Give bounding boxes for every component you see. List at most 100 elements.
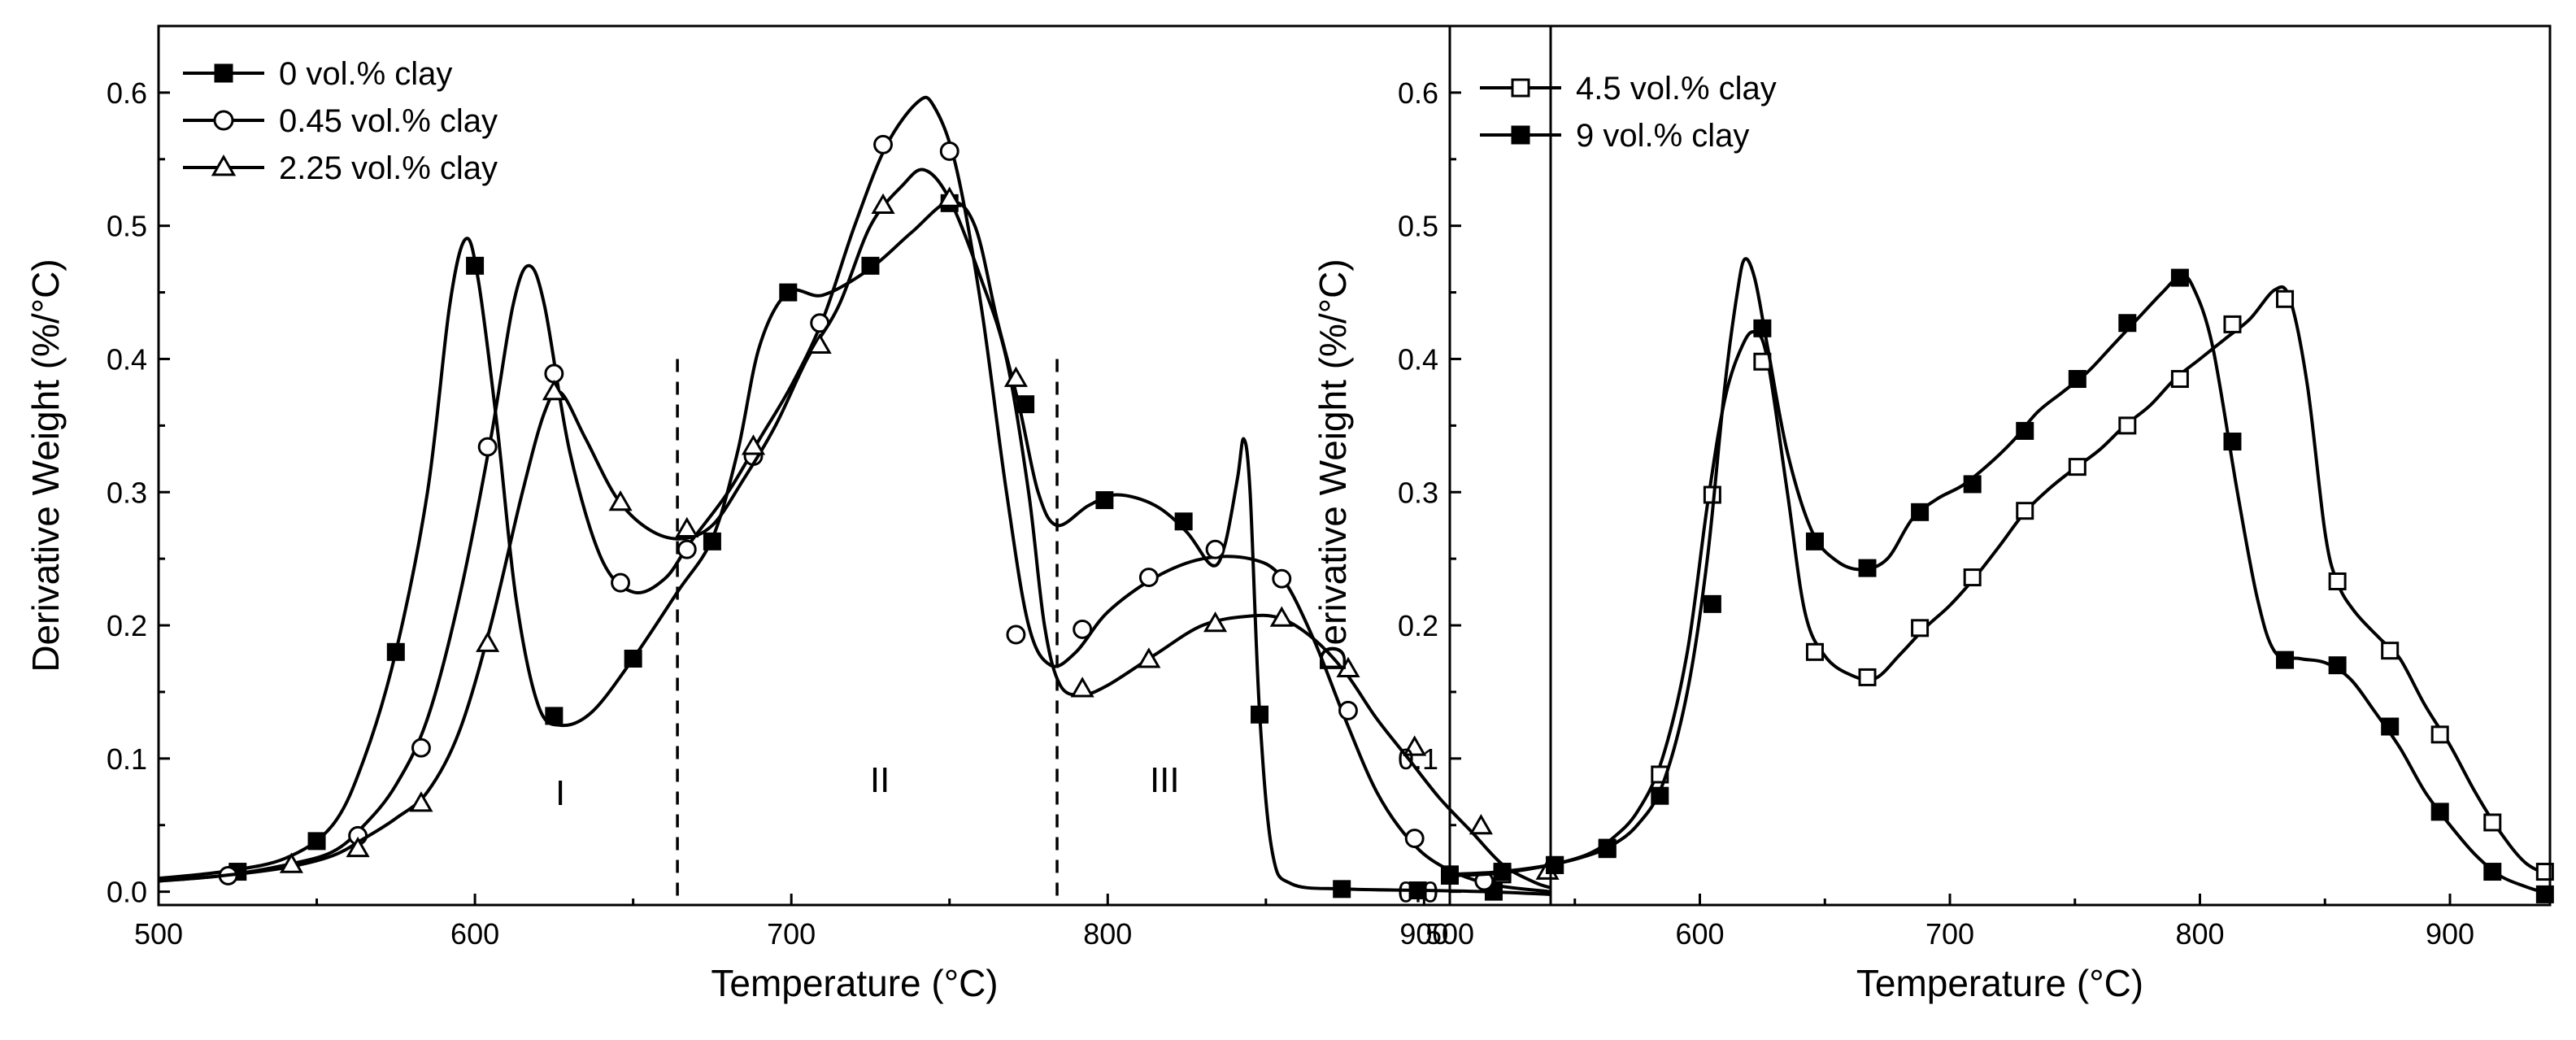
data-point [1095,491,1114,510]
data-point [2016,421,2034,440]
data-point [1805,642,1824,661]
data-point [871,193,895,214]
data-point [873,134,893,154]
data-point [703,532,721,550]
data-point [779,283,798,302]
data-point [1546,855,1564,874]
y-tick-label: 0.2 [107,609,147,642]
y-tick-label: 0.4 [107,342,147,376]
data-point [1963,568,1982,587]
region-label: III [1150,760,1180,800]
data-point [938,186,962,207]
data-point [477,437,498,457]
data-point [1493,863,1512,881]
region-label: I [555,773,565,813]
series-line [158,200,1551,896]
x-tick-label: 900 [2426,917,2474,951]
chart-left: 500 600 700 800 900 0.0 0.1 0.2 0.3 0.4 0.5 0.6 Tem… [24,24,1560,1004]
y-axis-title: Derivative Weight (%/°C) [24,259,67,672]
data-point [741,434,766,455]
y-axis-title: Derivative Weight (%/°C) [1312,259,1354,672]
legend-marker [213,110,234,131]
data-point [1858,559,1877,577]
data-point [2170,370,2189,389]
data-point [2328,656,2347,675]
y-tick-label: 0.6 [1398,76,1438,110]
region-label: II [870,760,890,800]
data-point [1404,829,1425,849]
data-point [1598,840,1617,859]
series-layer [158,95,1560,901]
data-point [346,836,370,858]
data-point [1073,620,1093,639]
data-point [1408,881,1427,899]
data-point [544,363,564,384]
y-tick-label: 0.6 [107,76,147,110]
x-tick-label: 600 [450,917,499,951]
data-point [1403,735,1427,756]
data-point [1703,594,1721,613]
data-point [1753,319,1772,337]
data-point [2276,289,2295,308]
y-tick-label: 0.3 [1398,476,1438,509]
y-tick-label: 0.0 [1398,876,1438,909]
legend-entry: 0 vol.% clay [183,56,452,92]
data-point [1003,366,1029,387]
data-point [611,572,631,593]
data-point [386,642,405,661]
data-point [2381,717,2400,736]
region-labels: I II III [555,760,1180,813]
x-tick-label: 500 [134,917,183,951]
data-point [1174,512,1193,531]
data-point [1203,611,1228,633]
data-point [476,631,500,652]
y-tick-label: 0.0 [107,876,147,909]
legend-marker [1511,125,1530,145]
data-point [409,791,433,812]
data-point [2223,315,2242,333]
legend-label: 2.25 vol.% clay [279,150,498,186]
legend: 4.5 vol.% clay 9 vol.% clay [1480,71,1777,154]
legend-label: 4.5 vol.% clay [1576,71,1777,107]
data-point [861,256,880,275]
x-tick-label: 600 [1675,917,1724,951]
legend-marker [214,63,233,83]
plot-frame [157,24,1552,907]
data-point [2223,433,2242,451]
x-tick-label: 500 [1425,917,1474,951]
data-point [1138,568,1159,588]
y-tick-label: 0.4 [1398,342,1438,376]
x-axis-title: Temperature (°C) [1856,962,2143,1004]
y-tick-label: 0.2 [1398,609,1438,642]
data-point [2381,642,2400,660]
data-point [1805,532,1824,550]
y-tick-label: 0.1 [107,742,147,776]
data-point [2118,314,2137,333]
data-point [2276,651,2295,669]
axis-ticks: 500 600 700 800 900 0.0 0.1 0.2 0.3 0.4 0.5 0.6 [107,76,1448,951]
x-tick-label: 800 [2175,917,2224,951]
data-point [1858,668,1877,686]
data-point [545,707,564,725]
x-tick-label: 700 [767,917,816,951]
data-point [677,539,697,559]
legend-entry: 2.25 vol.% clay [183,150,498,186]
data-point [939,141,959,161]
data-point [2068,370,2086,389]
data-point [1336,656,1360,677]
data-point [542,380,566,401]
data-point [411,738,431,758]
data-point [608,490,633,511]
y-tick-label: 0.1 [1398,742,1438,776]
data-point [1137,647,1161,668]
x-tick-label: 800 [1083,917,1132,951]
series-3 [158,168,1560,890]
y-tick-label: 0.5 [1398,210,1438,243]
legend-entry: 0.45 vol.% clay [183,103,498,139]
data-point [279,852,303,873]
data-point [624,649,642,668]
data-point [2483,863,2502,881]
plot-frame [1448,24,2552,907]
data-point [807,333,832,354]
data-point [1205,539,1225,559]
